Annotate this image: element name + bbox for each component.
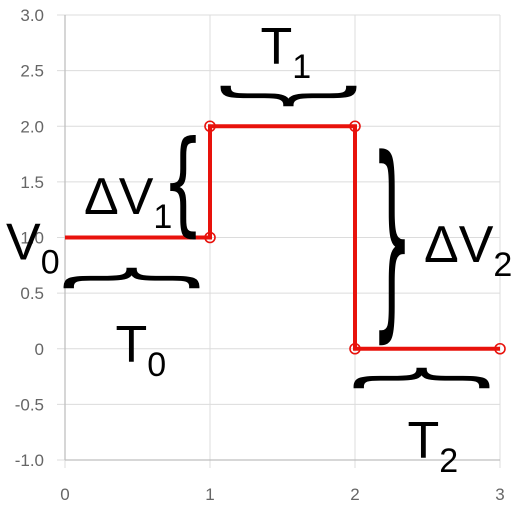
brace-t2: { [342,361,514,395]
label-t0-main: T [116,316,148,374]
label-t1-sub: 1 [292,48,311,86]
y-tick-label: -0.5 [15,395,44,414]
label-dv2-main: ΔV [424,216,494,274]
y-tick-label: 3.0 [20,6,44,25]
label-dv1-sub: 1 [153,198,172,236]
y-tick-label: 2.5 [20,62,44,81]
label-t2-sub: 2 [439,442,458,480]
label-t1: T1 [261,18,312,86]
label-dv1-main: ΔV [84,168,154,226]
label-t1-main: T [261,18,293,76]
brace-dv2: } [371,113,413,362]
label-t0: T0 [116,316,167,384]
annotations: V0{T0{ΔV1{T1} ΔV2{T2 [6,18,513,480]
brace-t0: { [52,261,224,295]
x-tick-label: 0 [60,485,69,504]
y-tick-label: 2.0 [20,117,44,136]
x-tick-label: 3 [495,485,504,504]
label-t2-main: T [408,412,440,470]
y-tick-label: 0 [35,340,44,359]
label-dv2: ΔV2 [424,216,512,284]
x-tick-label: 2 [350,485,359,504]
label-t0-sub: 0 [147,346,166,384]
label-dv2-sub: 2 [493,246,512,284]
label-dv1: ΔV1 [84,168,172,236]
label-t2: T2 [408,412,459,480]
x-tick-label: 1 [205,485,214,504]
brace-t1: { [197,79,369,113]
label-v0-main: V [6,214,41,272]
y-tick-label: 0.5 [20,284,44,303]
y-tick-label: -1.0 [15,451,44,470]
y-tick-label: 1.5 [20,173,44,192]
